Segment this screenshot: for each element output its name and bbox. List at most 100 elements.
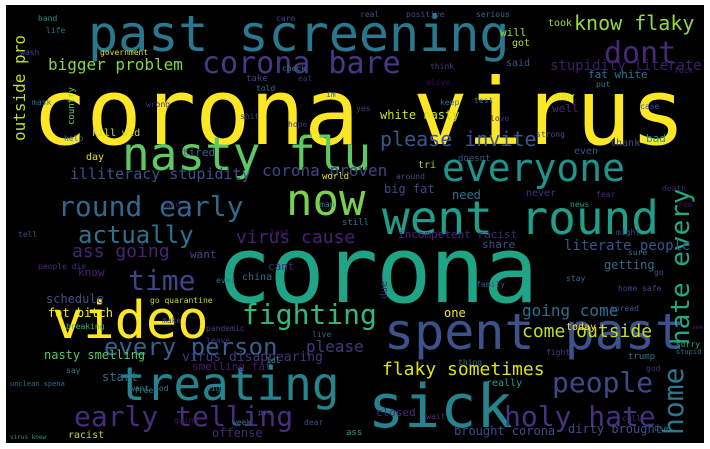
word: fight (546, 348, 571, 357)
word: china (242, 272, 273, 283)
word: corona proven (262, 161, 388, 180)
word: use (654, 424, 669, 433)
word: spent past (384, 303, 686, 361)
word: even (574, 146, 599, 157)
word: positive (406, 10, 445, 19)
word: went round (382, 191, 659, 245)
word: still (342, 218, 370, 228)
word: pandemic (206, 324, 245, 333)
word: wash (20, 48, 40, 57)
word: everyone (442, 146, 626, 190)
word: tired (182, 146, 216, 159)
word: free (134, 386, 154, 395)
word: cant (268, 260, 295, 273)
word: start (102, 370, 139, 384)
word: literate people (564, 238, 691, 254)
word: week (232, 418, 252, 427)
word: told (256, 84, 276, 93)
word: said (506, 58, 531, 69)
word: tri (418, 160, 437, 171)
word: stay (566, 274, 586, 283)
word: want god (130, 384, 169, 393)
word: love (490, 114, 510, 123)
word: stupid (676, 348, 702, 356)
word: think (430, 62, 455, 71)
word: fighting (242, 298, 377, 331)
word: share (482, 238, 516, 251)
word: flaky sometimes (382, 359, 545, 380)
word: test (474, 96, 494, 105)
word: hand (38, 14, 58, 23)
word: case (640, 102, 660, 111)
word: round early (58, 190, 244, 223)
word: due (379, 280, 390, 299)
word: got (512, 38, 531, 49)
word: fat white (588, 68, 648, 81)
word: corona virus (32, 59, 686, 166)
word: wait (426, 412, 446, 421)
word: god (646, 364, 661, 373)
word: im (326, 90, 336, 99)
word: nasty flu (122, 127, 372, 181)
word: virus cause (236, 227, 356, 248)
word: home safe (618, 284, 662, 293)
word: big fat (384, 182, 435, 196)
word: stupidity literate (550, 58, 702, 74)
word: thank (610, 138, 641, 149)
word: people (552, 366, 654, 399)
word: going come (522, 301, 619, 320)
word: pro (258, 408, 273, 417)
word: yes (356, 104, 371, 113)
word: nasty smelling (44, 348, 146, 362)
word: know flaky (574, 11, 695, 35)
word: unclean spena (10, 380, 65, 388)
word: ass (346, 428, 363, 438)
word: brought corona (454, 424, 556, 438)
word: white nasty (380, 108, 460, 122)
word: rea (678, 200, 693, 209)
word: news (570, 200, 590, 209)
word: make (162, 316, 182, 325)
word: well (552, 102, 579, 115)
word: please invite (380, 127, 537, 151)
word: world (322, 172, 350, 182)
word: care (276, 14, 296, 23)
word: life (46, 26, 66, 35)
word: might (616, 228, 641, 237)
word: tell (18, 230, 38, 239)
word: doesnt (458, 154, 491, 164)
word: new (554, 90, 574, 103)
word: go quarantine (150, 296, 213, 305)
word: virus disappearing (182, 350, 323, 365)
word: see (692, 324, 703, 331)
word: racist (68, 430, 105, 441)
word: strong (536, 130, 565, 139)
word: sure (628, 248, 648, 257)
word: actually (78, 221, 194, 249)
word: family (476, 280, 505, 289)
word: really (486, 378, 523, 389)
word: put (596, 80, 611, 89)
word: hate every (666, 188, 696, 345)
word-cloud: corona virus corona past screening sick … (6, 5, 704, 443)
word: serious (476, 10, 510, 19)
word: breaking (66, 322, 105, 331)
word: day (86, 152, 105, 163)
word: illiteracy stupidity (70, 165, 251, 183)
word: kill wid (92, 128, 141, 139)
word: live (312, 330, 332, 339)
word: know (78, 266, 105, 279)
word: country (67, 87, 77, 125)
word: government (100, 48, 149, 57)
word: death (662, 184, 687, 193)
word: man (320, 200, 335, 209)
word: corona bare (202, 46, 401, 81)
word: need (452, 188, 481, 202)
word: eat (298, 74, 313, 83)
word: schedule (46, 292, 104, 306)
word: took (548, 18, 573, 29)
word: keep (440, 98, 460, 107)
word: ass going (72, 241, 170, 262)
word: bad (646, 132, 666, 145)
word: dear (304, 418, 324, 427)
